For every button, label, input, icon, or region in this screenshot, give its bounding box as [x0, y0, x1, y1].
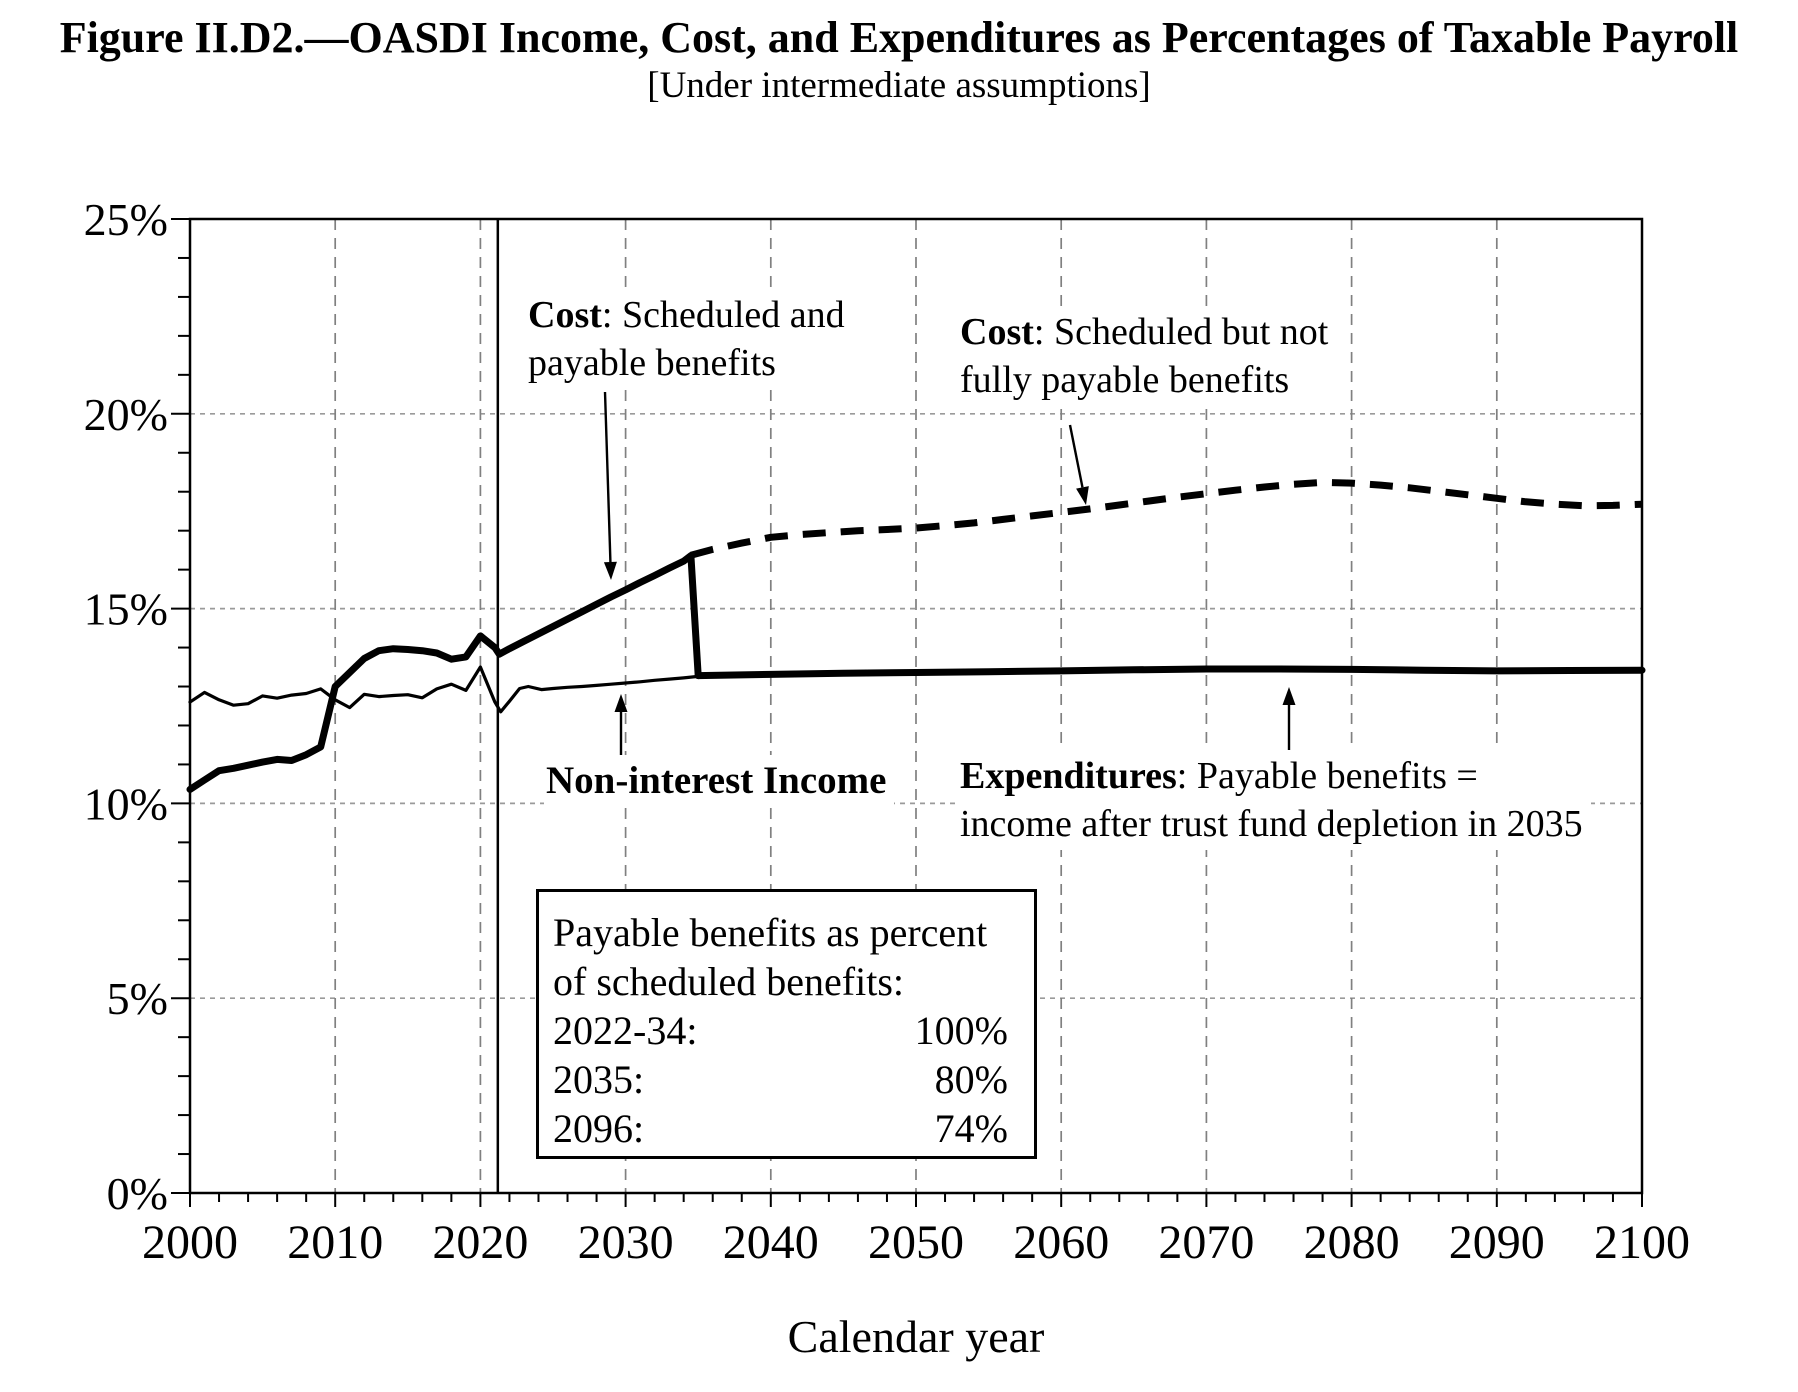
x-tick-label: 2050	[868, 1216, 964, 1269]
payable-row-label: 2096:	[553, 1106, 645, 1151]
series-cost-scheduled-and-payable	[186, 552, 702, 793]
payable-row-value: 100%	[914, 1008, 1008, 1053]
annotation-text: : Scheduled but not	[1033, 311, 1329, 353]
y-tick-label: 10%	[84, 778, 168, 829]
cost-payable-arrow	[603, 391, 612, 563]
series-non-interest-income	[188, 665, 700, 714]
annotation-cost-scheduled-payable: Cost: Scheduled and payable benefits	[526, 289, 853, 389]
payable-row-label: 2035:	[553, 1057, 645, 1102]
y-tick-label: 15%	[84, 584, 168, 635]
payable-row: 2022-34: 100%	[553, 1006, 1008, 1055]
y-tick-label: 5%	[107, 973, 168, 1024]
annotation-non-interest-income: Non-interest Income	[544, 755, 895, 807]
payable-box-rows: 2022-34: 100% 2035: 80% 2096: 74%	[553, 1006, 1008, 1153]
annotation-lead-bold: Non-interest Income	[546, 759, 887, 802]
annotation-text: : Scheduled and	[601, 294, 845, 336]
x-tick-label: 2020	[432, 1216, 528, 1269]
annotation-lead-bold: Cost	[528, 294, 602, 336]
payable-row-value: 74%	[934, 1106, 1008, 1151]
payable-row-label: 2022-34:	[553, 1008, 698, 1053]
annotation-cost-scheduled-not-payable: Cost: Scheduled but not fully payable be…	[958, 306, 1337, 406]
payable-row: 2035: 80%	[553, 1055, 1008, 1104]
cost-payable-arrow-head	[603, 561, 617, 580]
x-tick-label: 2100	[1594, 1216, 1690, 1269]
y-tick-label: 0%	[107, 1168, 168, 1219]
x-axis-title: Calendar year	[788, 1311, 1045, 1362]
cost-not-payable-arrow	[1068, 424, 1084, 488]
payable-box-heading-1: Payable benefits as percent	[553, 910, 988, 955]
annotation-lead-bold: Cost	[960, 311, 1034, 353]
series-cost-scheduled-not-payable	[690, 478, 1643, 559]
x-tick-label: 2080	[1304, 1216, 1400, 1269]
x-tick-label: 2040	[723, 1216, 819, 1269]
x-tick-label: 2010	[287, 1216, 383, 1269]
x-tick-label: 2070	[1158, 1216, 1254, 1269]
annotation-lead-bold: Expenditures	[960, 755, 1177, 797]
cost-not-payable-arrow-head	[1076, 486, 1089, 505]
y-tick-label: 20%	[84, 389, 168, 440]
annotation-text-line2: payable benefits	[528, 342, 776, 384]
expenditures-arrow-head	[1282, 687, 1296, 705]
series-expenditures-payable	[694, 665, 1646, 680]
payable-box-heading-2: of scheduled benefits:	[553, 959, 904, 1004]
x-tick-label: 2060	[1013, 1216, 1109, 1269]
y-tick-label: 25%	[84, 194, 168, 245]
x-tick-label: 2000	[142, 1216, 238, 1269]
annotation-text-line2: income after trust fund depletion in 203…	[960, 803, 1583, 845]
payable-row-value: 80%	[934, 1057, 1008, 1102]
payable-benefits-box: Payable benefits as percent of scheduled…	[536, 889, 1037, 1159]
payable-row: 2096: 74%	[553, 1104, 1008, 1153]
annotation-text-line2: fully payable benefits	[960, 359, 1290, 401]
x-tick-label: 2090	[1449, 1216, 1545, 1269]
figure-title: Figure II.D2.—OASDI Income, Cost, and Ex…	[59, 13, 1739, 62]
annotation-expenditures: Expenditures: Payable benefits = income …	[958, 750, 1591, 850]
non-interest-income-arrow-head	[614, 694, 628, 712]
figure-subtitle: [Under intermediate assumptions]	[647, 65, 1151, 106]
annotation-text: : Payable benefits =	[1176, 755, 1478, 797]
x-tick-label: 2030	[578, 1216, 674, 1269]
